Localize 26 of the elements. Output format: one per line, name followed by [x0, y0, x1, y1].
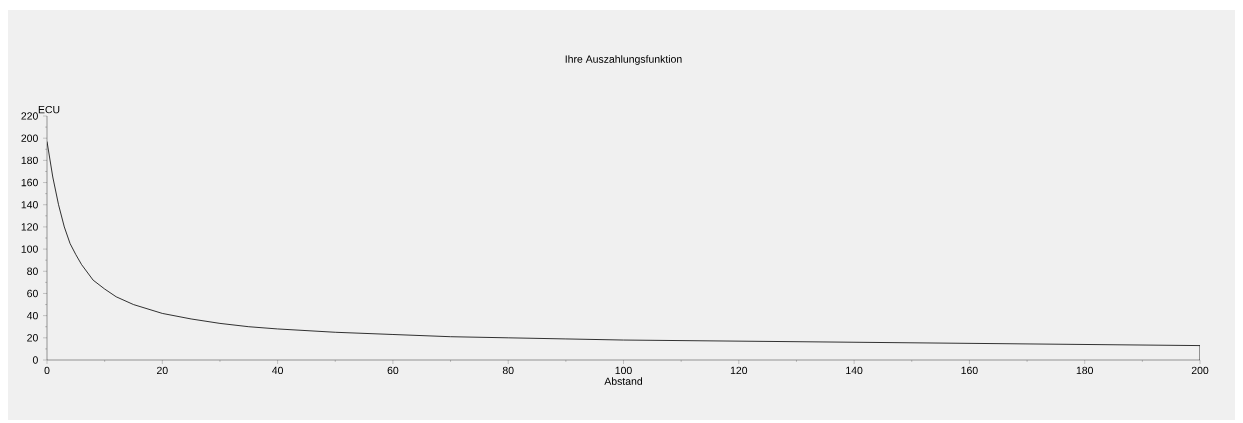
x-axis-title: Abstand	[604, 377, 643, 385]
x-tick-label: 140	[846, 366, 863, 375]
y-tick-label: 0	[32, 356, 38, 364]
y-tick-label: 100	[21, 245, 38, 253]
x-tick-label: 160	[961, 366, 978, 375]
chart-title: Ihre Auszahlungsfunktion	[565, 55, 682, 65]
y-tick-label: 20	[27, 334, 38, 342]
x-tick-label: 0	[44, 366, 50, 375]
y-tick-label: 220	[21, 112, 38, 120]
x-tick-label: 20	[157, 366, 168, 375]
x-tick-label: 80	[502, 366, 514, 375]
x-tick-label: 120	[730, 366, 748, 375]
y-tick-label: 200	[21, 134, 38, 142]
x-tick-label: 200	[1191, 366, 1209, 375]
y-tick-label: 60	[27, 289, 38, 298]
x-tick-label: 60	[387, 366, 399, 375]
y-tick-label: 160	[21, 178, 38, 187]
y-tick-label: 80	[27, 267, 38, 275]
y-tick-label: 120	[21, 223, 38, 231]
x-tick-label: 40	[272, 366, 284, 375]
y-tick-label: 140	[21, 201, 38, 209]
y-tick-label: 180	[21, 156, 38, 165]
x-tick-label: 100	[615, 366, 632, 375]
y-tick-label: 40	[26, 311, 38, 320]
x-tick-label: 180	[1076, 366, 1094, 375]
y-axis-title: ECU	[38, 105, 60, 114]
